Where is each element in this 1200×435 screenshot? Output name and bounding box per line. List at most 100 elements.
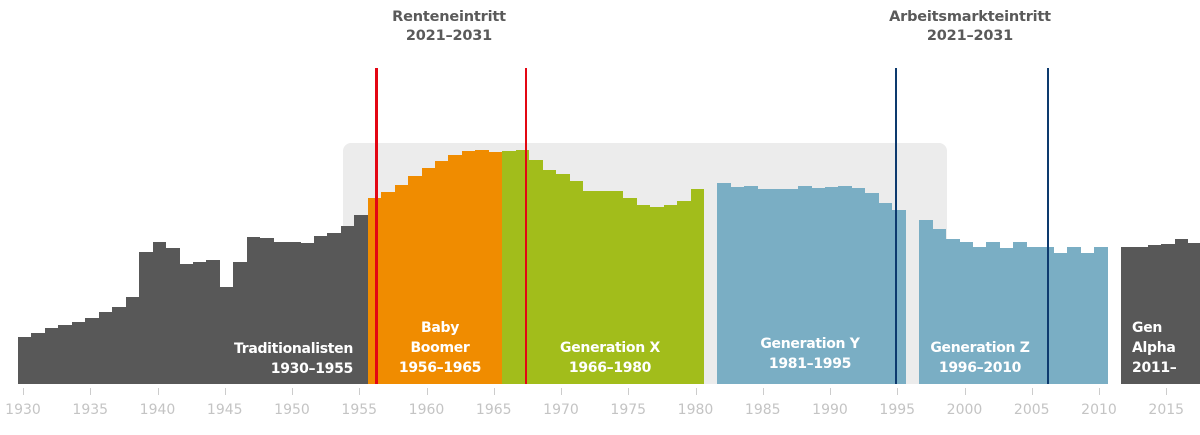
- bar-1998: [932, 229, 947, 384]
- bar-1943: [192, 262, 207, 384]
- label-gen-alpha: Gen Alpha 2011–: [1132, 320, 1177, 376]
- bar-1965: [488, 152, 503, 384]
- bar-1961: [434, 161, 449, 384]
- x-tick-label: 1990: [812, 402, 848, 418]
- x-tick: [762, 388, 764, 395]
- bar-1993: [865, 193, 879, 384]
- label-generation-x: Generation X 1966–1980: [560, 340, 660, 376]
- reference-line-renteneintritt: [375, 68, 378, 384]
- x-tick-label: 2005: [1013, 402, 1050, 418]
- x-tick: [90, 388, 92, 395]
- annotation-renteneintritt: Renteneintritt 2021–2031: [392, 9, 506, 44]
- x-tick: [1166, 388, 1168, 395]
- bar-2004: [1013, 242, 1027, 384]
- bar-1942: [179, 264, 193, 384]
- annotation-arbeitsmarkteintritt: Arbeitsmarkteintritt 2021–2031: [889, 9, 1051, 44]
- bar-1975: [623, 198, 637, 384]
- x-tick-label: 1945: [206, 402, 243, 418]
- bar-1944: [206, 260, 220, 384]
- x-tick: [1031, 388, 1033, 395]
- bar-1932: [44, 328, 59, 384]
- x-tick: [1099, 388, 1100, 395]
- bar-1936: [98, 312, 113, 384]
- bar-1958: [394, 185, 409, 384]
- bar-1997: [919, 220, 933, 384]
- bar-2013: [1134, 247, 1148, 384]
- x-tick: [224, 388, 226, 395]
- bar-1941: [165, 248, 180, 384]
- x-tick: [23, 388, 24, 395]
- bar-1938: [125, 297, 140, 384]
- bar-1939: [139, 252, 153, 384]
- x-tick-label: 1965: [475, 402, 512, 418]
- x-tick-label: 2000: [946, 402, 983, 418]
- bar-1949: [273, 242, 288, 384]
- bar-1991: [838, 186, 853, 384]
- x-tick-label: 2015: [1148, 402, 1185, 418]
- bar-1979: [677, 201, 691, 384]
- bar-1985: [757, 189, 772, 384]
- label-baby-boomer: Baby Boomer 1956–1965: [398, 320, 482, 376]
- bar-1989: [811, 188, 826, 384]
- bar-1974: [609, 191, 624, 384]
- bar-1977: [650, 207, 664, 384]
- x-tick: [695, 388, 697, 395]
- reference-line-arbeitsmarkteintritt: [894, 68, 898, 384]
- x-tick-label: 1950: [274, 402, 310, 418]
- bar-1987: [784, 189, 799, 384]
- bar-2005: [1026, 247, 1041, 384]
- bar-1976: [636, 205, 651, 384]
- bar-1945: [219, 287, 234, 384]
- bar-2009: [1080, 253, 1095, 384]
- bar-1970: [556, 174, 570, 384]
- bar-1992: [851, 188, 866, 384]
- bar-2015: [1161, 244, 1175, 384]
- x-tick-label: 1930: [5, 402, 41, 418]
- reference-line-renteneintritt: [524, 68, 528, 384]
- x-tick-label: 1975: [610, 402, 647, 418]
- bar-2000: [959, 242, 974, 384]
- bar-1948: [260, 238, 274, 384]
- bar-2003: [999, 248, 1014, 384]
- bar-1962: [448, 155, 462, 384]
- label-traditionalisten: Traditionalisten 1930–1955: [234, 341, 353, 377]
- bar-2016: [1174, 239, 1189, 384]
- x-tick-label: 1980: [677, 402, 714, 418]
- bar-1950: [287, 242, 301, 384]
- bar-1946: [233, 262, 247, 384]
- bar-1984: [744, 186, 758, 384]
- bar-1954: [340, 226, 355, 384]
- x-tick-label: 1970: [543, 402, 579, 418]
- bar-1980: [690, 189, 705, 384]
- x-tick: [561, 388, 562, 395]
- reference-line-arbeitsmarkteintritt: [1046, 68, 1050, 384]
- bar-1964: [475, 150, 489, 384]
- bar-1966: [502, 151, 516, 384]
- bar-1933: [58, 325, 72, 384]
- bar-1978: [663, 205, 678, 384]
- bar-2007: [1053, 253, 1068, 384]
- x-tick: [964, 388, 966, 395]
- bar-1957: [381, 192, 395, 384]
- bar-1935: [85, 318, 99, 384]
- bar-1990: [825, 187, 839, 384]
- x-tick-label: 2010: [1081, 402, 1117, 418]
- bar-1931: [31, 333, 46, 384]
- bar-1953: [327, 233, 341, 384]
- bar-1968: [529, 160, 543, 384]
- bar-1955: [354, 215, 368, 384]
- x-tick: [493, 388, 495, 395]
- bar-1973: [596, 191, 610, 384]
- bar-1940: [152, 242, 167, 384]
- x-tick-label: 1995: [879, 402, 916, 418]
- bar-1969: [542, 170, 557, 384]
- bar-1999: [946, 239, 960, 384]
- bar-1952: [313, 236, 328, 384]
- x-tick-label: 1940: [139, 402, 176, 418]
- bar-1986: [771, 189, 785, 384]
- bar-2008: [1067, 247, 1081, 384]
- bar-1982: [717, 183, 731, 384]
- x-tick-label: 1955: [341, 402, 378, 418]
- bar-1956: [367, 198, 382, 384]
